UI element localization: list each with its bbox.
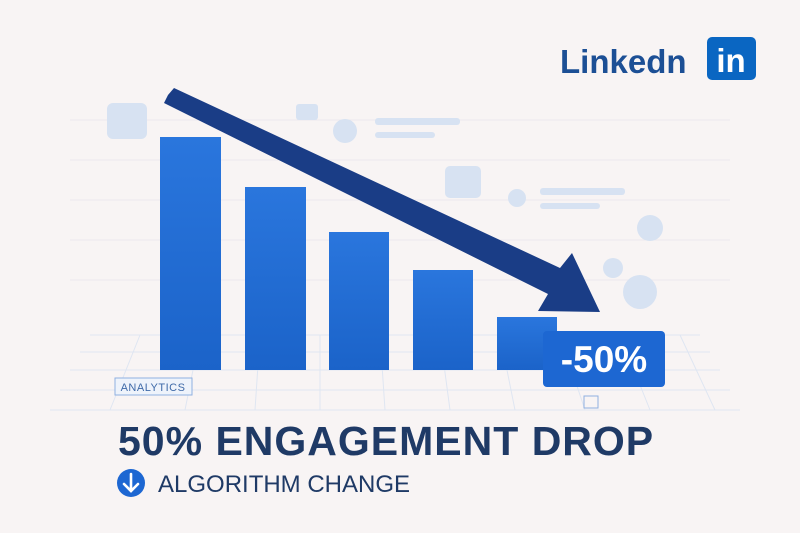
down-icon-arrow <box>122 472 140 493</box>
bar <box>160 137 221 370</box>
headline: 50% ENGAGEMENT DROP <box>118 418 654 464</box>
tag-box <box>114 377 193 396</box>
bar <box>245 187 306 370</box>
tag-text: ANALYTICS <box>121 382 186 394</box>
floor-grid <box>50 119 740 411</box>
change-badge <box>543 331 665 387</box>
bar <box>413 270 473 370</box>
small-icon <box>583 395 599 409</box>
down-arrow <box>164 88 600 312</box>
bars <box>160 137 557 370</box>
bar <box>329 232 389 370</box>
logo-word: Linkedn <box>560 43 687 80</box>
decor-icons <box>107 103 663 309</box>
subline: ALGORITHM CHANGE <box>158 471 410 498</box>
logo-badge <box>707 37 756 80</box>
logo-badge-text: in <box>716 42 745 79</box>
change-badge-text: -50% <box>561 339 647 380</box>
